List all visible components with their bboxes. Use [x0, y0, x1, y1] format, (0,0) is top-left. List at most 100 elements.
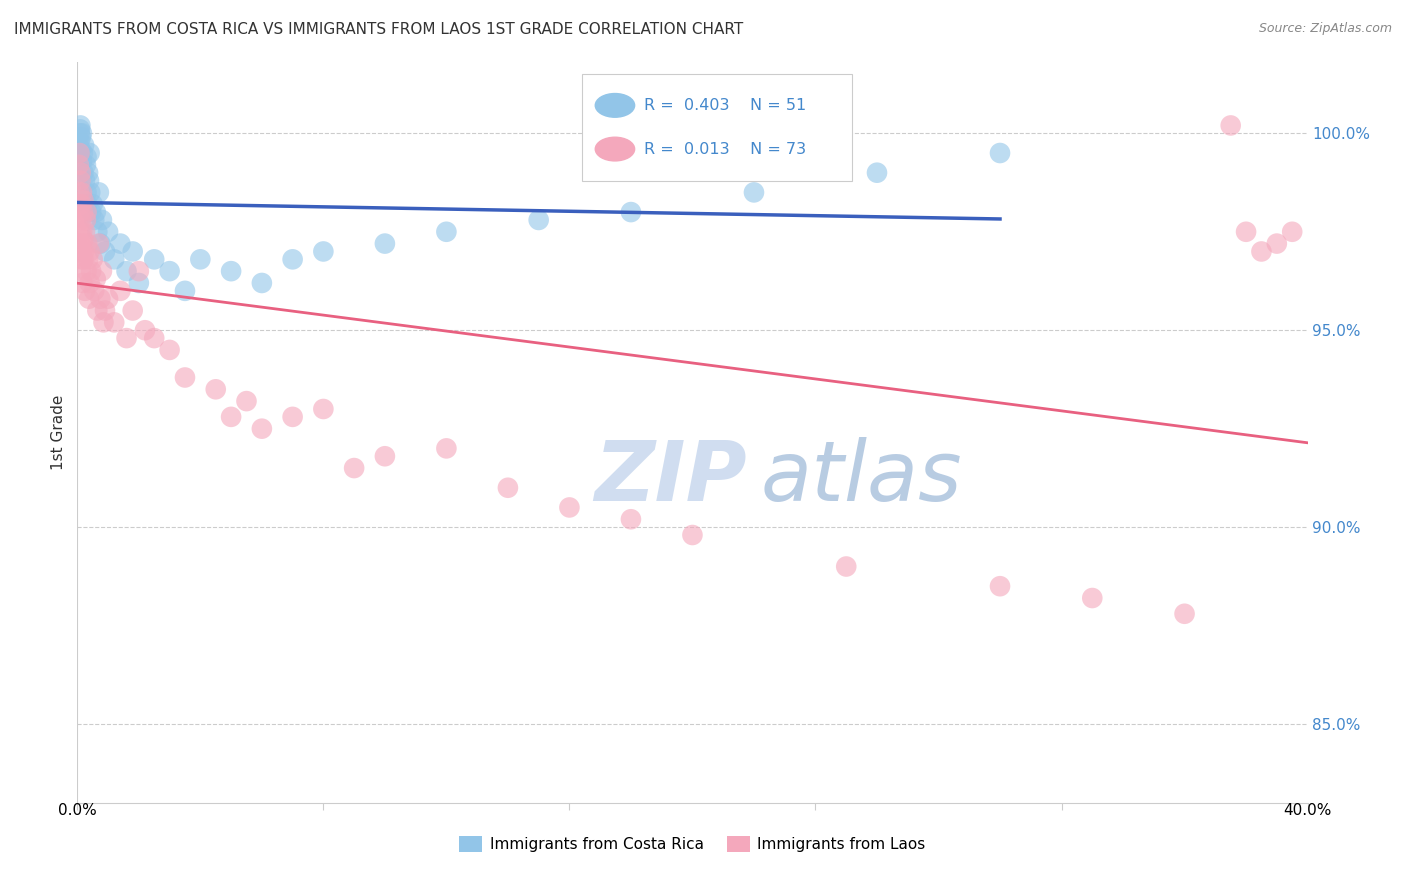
Point	[82, 252, 104, 267]
Point	[76, 236, 98, 251]
Point	[134, 323, 156, 337]
Point	[69, 205, 91, 219]
Point	[93, 315, 115, 329]
Point	[77, 252, 100, 267]
Point	[86, 225, 108, 239]
Point	[620, 512, 643, 526]
Point	[558, 500, 581, 515]
Point	[73, 173, 96, 187]
Point	[84, 272, 107, 286]
Point	[97, 292, 120, 306]
Point	[496, 481, 519, 495]
Point	[70, 213, 93, 227]
Point	[67, 186, 90, 200]
FancyBboxPatch shape	[582, 73, 852, 181]
Point	[97, 225, 120, 239]
Point	[83, 284, 105, 298]
Point	[988, 146, 1011, 161]
Point	[70, 130, 93, 145]
Point	[76, 264, 98, 278]
Point	[72, 146, 94, 161]
Point	[69, 173, 91, 187]
Point	[79, 276, 101, 290]
Point	[75, 213, 97, 227]
Point	[70, 186, 93, 200]
Point	[69, 142, 91, 156]
Point	[742, 186, 765, 200]
Point	[1219, 119, 1241, 133]
Point	[219, 409, 242, 424]
Point	[69, 166, 91, 180]
Text: 40.0%: 40.0%	[1284, 803, 1331, 818]
Point	[69, 119, 91, 133]
Point	[988, 579, 1011, 593]
Point	[121, 244, 143, 259]
Point	[835, 559, 858, 574]
Point	[79, 186, 101, 200]
Point	[174, 284, 197, 298]
Point	[77, 166, 100, 180]
Point	[219, 264, 242, 278]
Point	[143, 252, 166, 267]
Point	[79, 146, 101, 161]
Point	[866, 166, 889, 180]
Point	[128, 276, 150, 290]
Point	[250, 422, 273, 436]
Point	[73, 225, 96, 239]
Point	[115, 331, 138, 345]
Point	[90, 264, 114, 278]
Point	[72, 276, 94, 290]
Point	[73, 284, 96, 298]
Point	[69, 122, 91, 136]
Y-axis label: 1st Grade: 1st Grade	[51, 395, 66, 470]
Point	[70, 252, 93, 267]
Point	[312, 244, 335, 259]
Point	[250, 276, 273, 290]
Point	[1174, 607, 1197, 621]
Legend: Immigrants from Costa Rica, Immigrants from Laos: Immigrants from Costa Rica, Immigrants f…	[453, 830, 932, 858]
Text: Source: ZipAtlas.com: Source: ZipAtlas.com	[1258, 22, 1392, 36]
Text: 0.0%: 0.0%	[58, 803, 97, 818]
Point	[620, 205, 643, 219]
Point	[204, 382, 226, 396]
Point	[73, 138, 96, 153]
Point	[682, 528, 704, 542]
Point	[1281, 225, 1303, 239]
Point	[87, 236, 110, 251]
Point	[159, 343, 181, 357]
Point	[1265, 236, 1288, 251]
Point	[128, 264, 150, 278]
Point	[84, 205, 107, 219]
Point	[76, 197, 98, 211]
Point	[121, 303, 143, 318]
Text: R =  0.013    N = 73: R = 0.013 N = 73	[644, 142, 807, 157]
Point	[69, 236, 91, 251]
Point	[70, 126, 93, 140]
Point	[80, 264, 103, 278]
Point	[83, 213, 105, 227]
Point	[86, 303, 108, 318]
Point	[69, 146, 91, 161]
Point	[281, 252, 304, 267]
Point	[70, 197, 93, 211]
Circle shape	[595, 94, 634, 117]
Point	[312, 402, 335, 417]
Point	[174, 370, 197, 384]
Point	[72, 252, 94, 267]
Point	[72, 166, 94, 180]
Point	[76, 186, 98, 200]
Text: atlas: atlas	[761, 436, 962, 517]
Point	[527, 213, 550, 227]
Point	[70, 153, 93, 168]
Point	[82, 197, 104, 211]
Point	[76, 205, 98, 219]
Point	[103, 252, 125, 267]
Point	[69, 225, 91, 239]
Point	[80, 205, 103, 219]
Point	[103, 315, 125, 329]
Point	[77, 292, 100, 306]
Circle shape	[595, 137, 634, 161]
Point	[110, 284, 132, 298]
Point	[159, 264, 181, 278]
Point	[79, 244, 101, 259]
